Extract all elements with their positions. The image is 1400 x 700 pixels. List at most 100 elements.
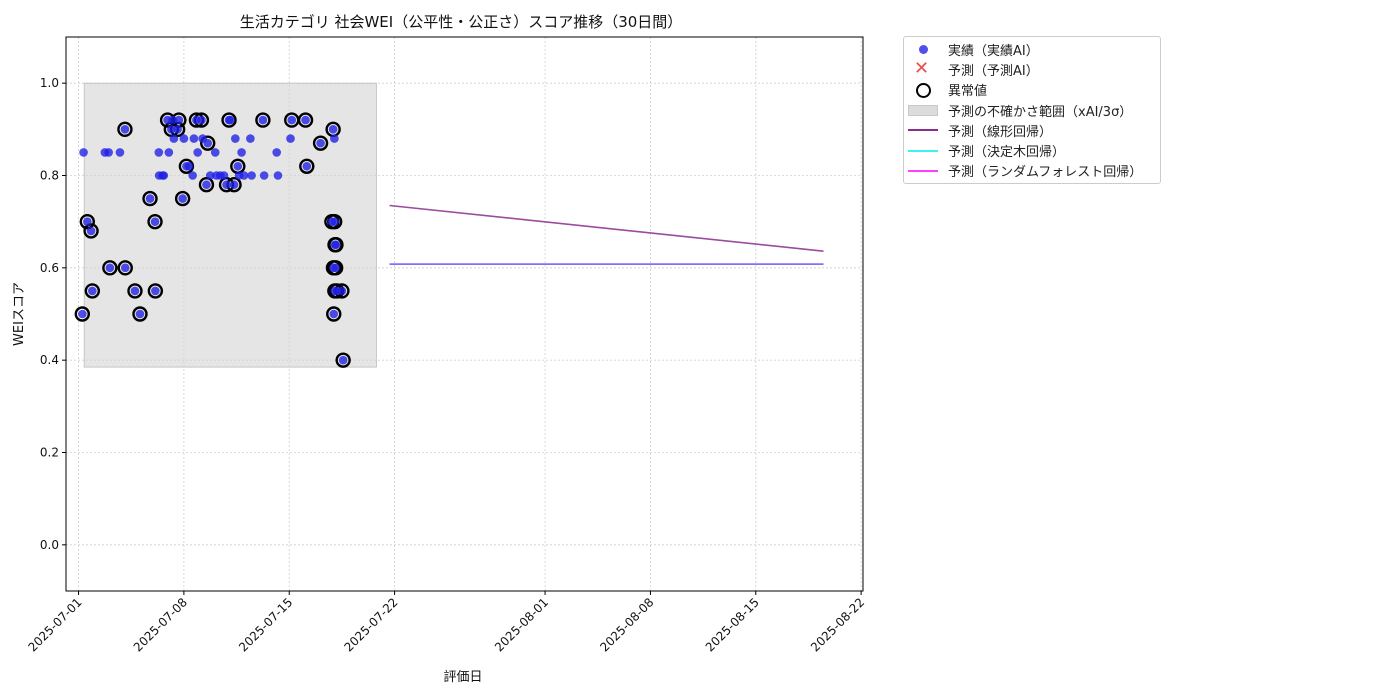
- anomaly-marker: [328, 237, 344, 253]
- data-point: [337, 286, 347, 296]
- data-point: [205, 171, 215, 180]
- data-point: [246, 134, 255, 143]
- legend-x-icon: ✕: [914, 58, 930, 80]
- data-point: [259, 171, 269, 180]
- x-axis-label: 評価日: [443, 670, 482, 685]
- data-point: [150, 217, 160, 226]
- regression-lines-layer: [389, 204, 824, 265]
- legend-dot-icon: [919, 45, 928, 55]
- data-point: [135, 309, 145, 319]
- data-point: [331, 240, 341, 250]
- y-tick-label: 0.0: [40, 538, 59, 552]
- anomaly-marker: [127, 283, 143, 299]
- y-tick-label: 0.6: [40, 261, 59, 275]
- anomaly-marker: [312, 135, 329, 151]
- anomaly-marker: [198, 177, 215, 193]
- data-point: [189, 134, 199, 143]
- data-point: [164, 148, 174, 157]
- data-point: [301, 115, 310, 125]
- data-point: [151, 286, 160, 296]
- data-point: [239, 171, 249, 180]
- data-point: [83, 217, 92, 226]
- legend-label: 実績（実績AI）: [948, 43, 1039, 59]
- data-point: [169, 134, 179, 143]
- data-point: [247, 171, 256, 180]
- anomaly-marker: [84, 283, 101, 299]
- data-point: [105, 263, 115, 273]
- legend-ring-icon: [916, 82, 931, 98]
- x-tick-label: 2025-07-22: [341, 595, 400, 654]
- data-point: [328, 125, 338, 134]
- data-point: [193, 148, 202, 157]
- data-point: [330, 134, 339, 143]
- data-point: [174, 115, 184, 125]
- anomaly-marker: [83, 223, 99, 239]
- legend-label: 予測（ランダムフォレスト回帰）: [948, 165, 1143, 181]
- data-point: [272, 148, 281, 157]
- legend-item-anomaly: 異常値: [904, 80, 1160, 100]
- data-point: [329, 263, 338, 273]
- y-tick-label: 0.8: [40, 169, 59, 183]
- x-tick-label: 2025-07-15: [236, 595, 295, 654]
- legend-line-icon: [908, 169, 938, 172]
- data-point: [237, 148, 246, 157]
- x-tick-label: 2025-08-22: [808, 595, 867, 654]
- data-point: [219, 171, 229, 180]
- data-point: [222, 180, 231, 190]
- data-point: [130, 286, 140, 296]
- x-tick-label: 2025-07-01: [25, 595, 84, 654]
- y-tick-label: 0.2: [40, 446, 59, 460]
- anomaly-marker: [200, 135, 216, 151]
- anomaly-marker: [297, 112, 314, 128]
- legend-label: 予測（決定木回帰）: [948, 145, 1066, 161]
- anomaly-marker: [132, 306, 148, 322]
- anomaly-marker: [255, 112, 271, 128]
- data-point: [159, 171, 169, 180]
- data-point: [120, 125, 130, 134]
- data-point: [210, 148, 220, 157]
- data-point: [233, 161, 243, 171]
- data-point: [120, 263, 130, 273]
- data-point: [86, 226, 96, 236]
- data-point: [203, 138, 213, 148]
- data-point: [273, 171, 283, 180]
- x-tick-label: 2025-08-01: [492, 595, 551, 654]
- legend-item-actual: 実績（実績AI）: [904, 39, 1160, 59]
- anomaly-marker: [142, 190, 158, 207]
- data-point: [316, 138, 325, 148]
- data-point: [115, 148, 125, 157]
- data-point: [229, 180, 239, 190]
- actual-points-layer: [78, 115, 348, 365]
- anomaly-marker: [221, 112, 237, 128]
- anomaly-marker: [117, 121, 133, 138]
- data-point: [168, 115, 177, 125]
- data-point: [225, 115, 235, 125]
- chart-title: 生活カテゴリ 社会WEI（公平性・公正さ）スコア推移（30日間）: [240, 13, 683, 31]
- y-axis-label: WEIスコア: [12, 282, 27, 346]
- legend-label: 予測（予測AI）: [948, 63, 1039, 79]
- anomaly-marker: [147, 283, 164, 299]
- data-point: [330, 217, 339, 226]
- plot-frame: [65, 36, 864, 592]
- anomaly-marker: [325, 260, 342, 276]
- data-point: [104, 148, 113, 157]
- data-point: [154, 148, 164, 157]
- data-point: [173, 125, 182, 134]
- data-point: [178, 194, 187, 203]
- data-point: [167, 125, 176, 134]
- data-point: [184, 161, 194, 171]
- legend-label: 異常値: [948, 84, 988, 100]
- x-tick-label: 2025-08-08: [597, 595, 656, 654]
- data-point: [188, 171, 197, 180]
- anomaly-marker: [335, 352, 351, 368]
- legend-item-linear: 予測（線形回帰）: [904, 120, 1160, 140]
- anomaly-marker: [147, 213, 163, 230]
- legend-patch-icon: [908, 105, 938, 117]
- legend-item-uncertainty: 予測の不確かさ範囲（xAI/3σ）: [904, 100, 1160, 120]
- data-point: [197, 115, 206, 125]
- y-tick-label: 0.4: [40, 353, 59, 367]
- legend-item-tree: 予測（決定木回帰）: [904, 140, 1160, 160]
- data-point: [202, 180, 211, 190]
- data-point: [145, 194, 155, 203]
